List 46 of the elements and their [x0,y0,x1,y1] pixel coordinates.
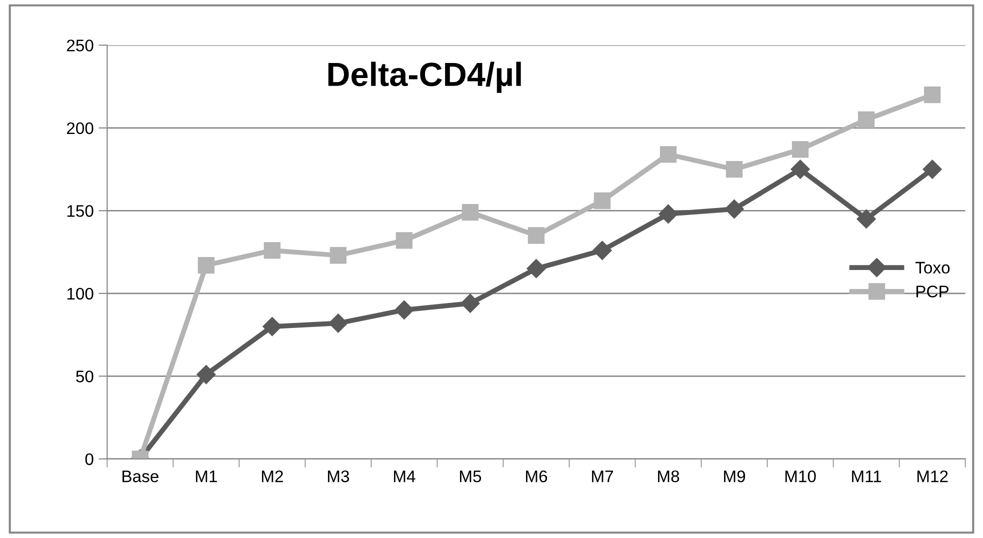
point [658,204,678,224]
point [528,227,545,244]
point [660,146,677,163]
point [856,209,876,228]
point [198,256,214,274]
y-tick-label: 100 [67,288,94,300]
point [592,240,612,260]
legend-label: PCP [916,286,948,298]
point [328,314,348,333]
point [264,242,281,259]
point [792,141,809,158]
x-tick-label: M10 [785,470,816,482]
x-tick-label: M5 [460,470,482,482]
point [724,199,744,219]
x-tick-label: M12 [917,470,948,482]
x-tick-label: M4 [394,470,416,482]
x-tick-label: M9 [724,470,746,482]
chart-title: Delta-CD4/µl [328,62,521,93]
legend-label: Toxo [915,262,950,274]
x-tick-label: M2 [262,470,283,482]
y-tick-label: 150 [67,205,94,217]
point [924,86,941,104]
point [330,247,347,264]
x-tick-label: M8 [658,470,680,482]
point [396,232,413,249]
y-tick-label: 0 [85,453,94,466]
y-tick-label: 250 [66,40,94,52]
x-tick-label: M1 [196,470,217,482]
point [526,259,546,278]
x-tick-label: M3 [328,470,350,482]
x-tick-label: Base [122,470,158,482]
x-tick-label: M11 [852,470,882,482]
point [594,192,611,210]
point [462,204,479,221]
point [726,160,743,178]
y-tick-label: 50 [76,370,94,382]
x-tick-label: M6 [526,470,548,482]
point [196,364,216,384]
point [394,300,414,320]
point [790,160,810,179]
point [460,294,480,313]
x-tick-label: M7 [592,470,613,482]
y-tick-label: 200 [66,122,94,134]
point [922,160,942,179]
point [858,111,875,128]
point [262,316,282,336]
